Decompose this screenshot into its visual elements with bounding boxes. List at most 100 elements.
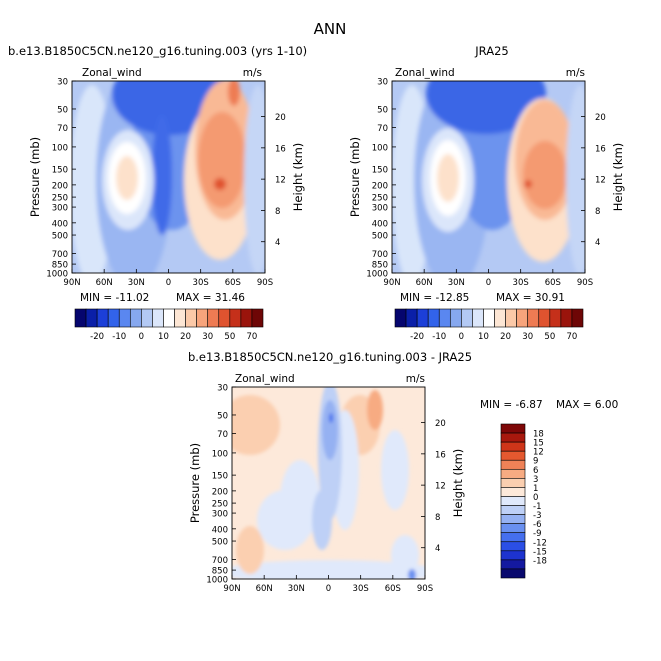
colorbar-tick-label: 0	[139, 332, 144, 342]
colorbar-tick-label: 30	[522, 332, 533, 342]
colorbar-tick-label: -20	[410, 332, 424, 342]
colorbar-tick-label: -12	[533, 538, 547, 548]
pressure-tick-label: 700	[372, 250, 388, 260]
pressure-tick-label: 70	[57, 124, 68, 134]
height-tick-label: 4	[435, 544, 440, 554]
pressure-tick-label: 850	[52, 261, 68, 271]
pressure-tick-label: 50	[57, 105, 68, 115]
pressure-tick-label: 200	[372, 181, 388, 191]
colorbar-swatch	[251, 308, 264, 328]
colorbar-swatch	[560, 308, 573, 328]
pressure-tick-label: 1000	[366, 270, 388, 280]
latitude-tick-label: 90S	[577, 278, 593, 288]
panel-reanalysis-title: JRA25	[474, 44, 508, 58]
panel-model-colorbar: -20 -10 0 10 20 30 50 70	[74, 308, 264, 342]
panel-difference-plot-area	[232, 387, 425, 579]
panel-reanalysis-min-label: MIN = -12.85	[400, 292, 469, 304]
panel-reanalysis-max-label: MAX = 30.91	[496, 292, 565, 304]
colorbar-tick-label: 20	[180, 332, 191, 342]
colorbar-swatch	[500, 523, 526, 534]
panel-model-max-label: MAX = 31.46	[176, 292, 245, 304]
colorbar-tick-label: 18	[533, 430, 544, 440]
latitude-tick-label: 0	[166, 278, 171, 288]
colorbar-swatch	[141, 308, 153, 328]
colorbar-swatch	[405, 308, 418, 328]
latitude-tick-label: 30S	[513, 278, 529, 288]
colorbar-tick-label: 15	[533, 439, 544, 449]
latitude-tick-label: 60N	[96, 278, 113, 288]
height-tick-label: 16	[275, 144, 286, 154]
colorbar-swatch	[500, 459, 526, 470]
pressure-tick-label: 50	[217, 411, 228, 421]
colorbar-swatch	[500, 550, 526, 561]
pressure-tick-label: 400	[212, 525, 228, 535]
pressure-tick-label: 850	[212, 567, 228, 577]
colorbar-tick-label: -20	[90, 332, 104, 342]
colorbar-swatch	[163, 308, 175, 328]
height-tick-label: 20	[595, 113, 606, 123]
pressure-tick-label: 150	[212, 472, 228, 482]
pressure-tick-label: 150	[372, 166, 388, 176]
colorbar-swatch	[74, 308, 87, 328]
latitude-tick-label: 30S	[193, 278, 209, 288]
pressure-tick-label: 70	[217, 430, 228, 440]
panel-model-units: m/s	[243, 67, 262, 79]
pressure-tick-label: 50	[377, 105, 388, 115]
colorbar-swatch	[107, 308, 120, 328]
colorbar-swatch	[500, 568, 526, 579]
colorbar-swatch	[152, 308, 164, 328]
panel-difference-ylabel: Pressure (mb)	[188, 443, 202, 523]
latitude-tick-label: 60N	[256, 584, 273, 594]
pressure-tick-label: 30	[217, 384, 228, 394]
colorbar-tick-label: 50	[224, 332, 235, 342]
colorbar-tick-label: 70	[567, 332, 578, 342]
colorbar-swatch	[449, 308, 462, 328]
panel-reanalysis-plot-area	[392, 81, 585, 273]
colorbar-swatch	[416, 308, 429, 328]
panel-model-ylabel-right: Height (km)	[291, 143, 305, 212]
colorbar-swatch	[500, 487, 526, 497]
pressure-tick-label: 300	[372, 204, 388, 214]
colorbar-tick-label: 70	[247, 332, 258, 342]
colorbar-tick-label: 10	[158, 332, 169, 342]
colorbar-swatch	[96, 308, 109, 328]
colorbar-swatch	[118, 308, 131, 328]
colorbar-tick-label: -6	[533, 520, 541, 530]
colorbar-swatch	[500, 514, 526, 524]
pressure-tick-label: 150	[52, 166, 68, 176]
pressure-tick-label: 1000	[206, 576, 228, 586]
latitude-tick-label: 30S	[353, 584, 369, 594]
panel-model-min-label: MIN = -11.02	[80, 292, 149, 304]
colorbar-tick-label: -15	[533, 547, 547, 557]
colorbar-tick-label: 12	[533, 448, 544, 458]
colorbar-swatch	[527, 308, 540, 328]
colorbar-tick-label: 10	[478, 332, 489, 342]
panel-difference-variable-label: Zonal_wind	[235, 373, 295, 385]
panel-reanalysis-colorbar: -20 -10 0 10 20 30 50 70	[394, 308, 584, 342]
pressure-tick-label: 250	[372, 194, 388, 204]
colorbar-swatch	[500, 496, 526, 506]
panel-difference-units: m/s	[406, 373, 425, 385]
pressure-tick-label: 300	[52, 204, 68, 214]
panel-model-variable-label: Zonal_wind	[82, 67, 142, 79]
colorbar-swatch	[494, 308, 506, 328]
height-tick-label: 20	[435, 419, 446, 429]
colorbar-tick-label: -9	[533, 529, 541, 539]
latitude-tick-label: 30N	[288, 584, 305, 594]
pressure-tick-label: 100	[372, 143, 388, 153]
latitude-tick-label: 0	[326, 584, 331, 594]
colorbar-swatch	[500, 432, 526, 443]
colorbar-swatch	[500, 478, 526, 488]
colorbar-tick-label: 9	[533, 457, 538, 467]
colorbar-swatch	[500, 423, 526, 434]
colorbar-swatch	[85, 308, 98, 328]
pressure-tick-label: 30	[377, 78, 388, 88]
colorbar-swatch	[461, 308, 473, 328]
panel-model-title: b.e13.B1850C5CN.ne120_g16.tuning.003 (yr…	[8, 44, 307, 58]
height-tick-label: 12	[275, 176, 286, 186]
colorbar-tick-label: 50	[544, 332, 555, 342]
colorbar-swatch	[549, 308, 562, 328]
panel-reanalysis-ylabel-right: Height (km)	[611, 143, 625, 212]
latitude-tick-label: 90S	[257, 278, 273, 288]
